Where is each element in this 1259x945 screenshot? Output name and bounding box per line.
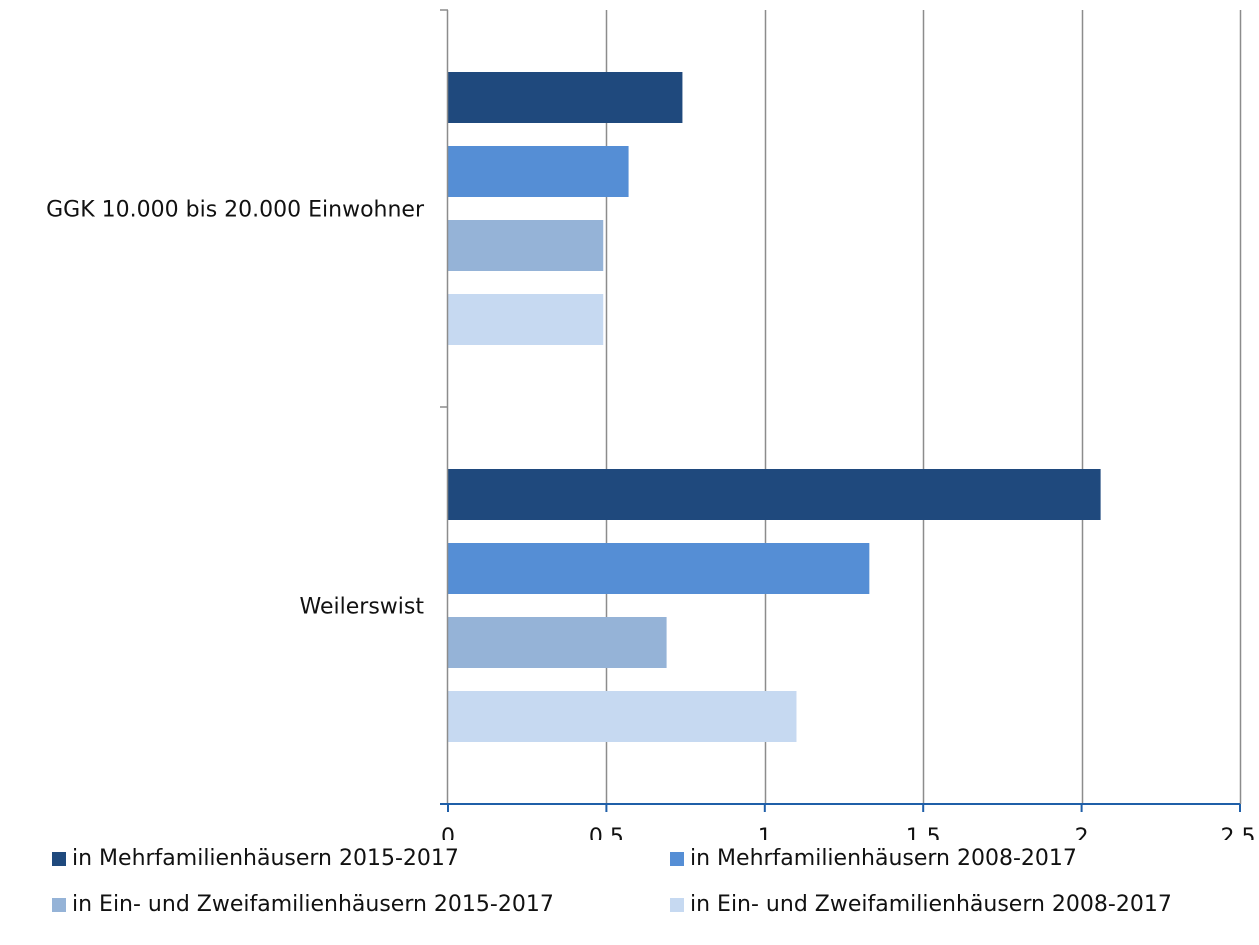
bar [448,617,667,668]
legend: in Mehrfamilienhäusern 2015-2017 in Mehr… [52,846,1252,941]
category-label: Weilerswist [300,595,425,620]
axis-layer [440,9,1241,812]
legend-label: in Ein- und Zweifamilienhäusern 2015-201… [72,892,554,917]
x-tick-label: 1,5 [906,825,941,840]
label-layer: GGK 10.000 bis 20.000 Einwohner Weilerswi… [46,198,1255,841]
x-tick-label: 2,5 [1221,825,1256,840]
category-label: GGK 10.000 bis 20.000 Einwohner [46,198,425,223]
legend-item-ezfh-2015-2017: in Ein- und Zweifamilienhäusern 2015-201… [52,892,554,917]
legend-label: in Mehrfamilienhäusern 2015-2017 [72,846,459,871]
legend-swatch [670,897,684,912]
legend-item-mfh-2008-2017: in Mehrfamilienhäusern 2008-2017 [670,846,1077,871]
bar [448,294,604,345]
legend-label: in Ein- und Zweifamilienhäusern 2008-201… [690,892,1172,917]
x-tick-label: 2 [1075,825,1089,840]
legend-item-ezfh-2008-2017: in Ein- und Zweifamilienhäusern 2008-201… [670,892,1172,917]
x-tick-label: 1 [758,825,772,840]
bar [448,220,604,271]
legend-swatch [670,851,684,866]
bar [448,469,1101,520]
legend-label: in Mehrfamilienhäusern 2008-2017 [690,846,1077,871]
legend-item-mfh-2015-2017: in Mehrfamilienhäusern 2015-2017 [52,846,459,871]
bar [448,691,797,742]
bar [448,72,683,123]
bar [448,543,870,594]
legend-swatch [52,851,66,866]
x-tick-label: 0,5 [589,825,624,840]
x-tick-label: 0 [441,825,455,840]
legend-swatch [52,897,66,912]
grid-layer [605,10,1242,804]
bar-layer [448,72,1101,742]
bar [448,146,629,197]
chart-plot: GGK 10.000 bis 20.000 Einwohner Weilerswi… [46,9,1256,841]
